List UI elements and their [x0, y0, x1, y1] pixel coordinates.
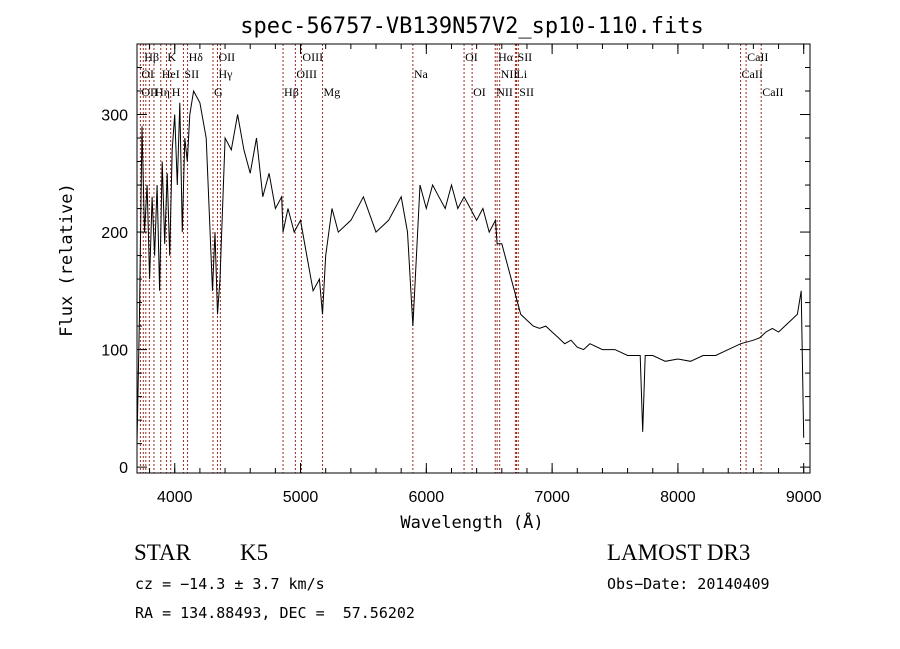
object-subclass: K5	[240, 540, 269, 565]
line-label: Hη	[155, 85, 170, 99]
x-tick-label: 6000	[409, 489, 445, 506]
chart-title: spec-56757-VB139N57V2_sp10-110.fits	[240, 14, 704, 39]
line-label: SII	[518, 50, 533, 64]
y-tick-label: 200	[101, 225, 128, 242]
line-label: Mg	[324, 85, 341, 99]
line-label: SII	[519, 85, 534, 99]
y-tick-label: 0	[119, 460, 128, 477]
line-label: Hα	[498, 50, 514, 64]
line-label: OIII	[302, 50, 323, 64]
line-markers	[139, 44, 762, 473]
plot-frame	[136, 43, 811, 474]
line-label: Hγ	[219, 67, 234, 81]
line-label: OII	[219, 50, 236, 64]
flux-line	[136, 89, 805, 444]
line-label: K	[167, 50, 176, 64]
y-axis-label: Flux (relative)	[57, 183, 77, 337]
line-label: HeI	[162, 67, 180, 81]
line-label: CaII	[762, 85, 783, 99]
x-tick-label: 8000	[660, 489, 696, 506]
redshift-info: cz = −14.3 ± 3.7 km/s	[135, 575, 325, 593]
x-axis: 4000 5000 6000 7000 8000 9000	[149, 44, 822, 506]
coordinates: RA = 134.88493, DEC = 57.56202	[135, 604, 415, 622]
line-label: G	[214, 85, 223, 99]
line-label: CaII	[747, 50, 768, 64]
line-labels: Hβ K Hδ OII OIII OI Hα SII CaII OI HeI SII Hγ OIII Na N…	[141, 50, 783, 99]
line-label: NII	[501, 67, 518, 81]
x-tick-label: 7000	[534, 489, 570, 506]
y-tick-label: 300	[101, 108, 128, 125]
line-label: OIII	[296, 67, 317, 81]
x-tick-label: 9000	[786, 489, 822, 506]
line-label: NII	[496, 85, 513, 99]
line-label: Hβ	[284, 85, 299, 99]
line-label: Na	[414, 67, 429, 81]
x-tick-label: 5000	[283, 489, 319, 506]
x-axis-label: Wavelength (Å)	[400, 511, 543, 533]
line-label: SII	[184, 67, 199, 81]
line-label: OII	[141, 85, 158, 99]
line-label: OI	[465, 50, 478, 64]
line-label: OI	[473, 85, 486, 99]
line-label: Li	[516, 67, 527, 81]
survey-name: LAMOST DR3	[607, 540, 751, 565]
line-label: CaII	[742, 67, 763, 81]
line-label: OI	[141, 67, 154, 81]
object-class: STAR	[134, 540, 191, 565]
obs-date: Obs−Date: 20140409	[607, 575, 770, 593]
y-tick-label: 100	[101, 343, 128, 360]
line-label: Hβ	[144, 50, 159, 64]
x-tick-label: 4000	[157, 489, 193, 506]
y-axis: 0 100 200 300	[101, 67, 810, 477]
line-label: Hδ	[189, 50, 204, 64]
line-label: H	[172, 85, 181, 99]
